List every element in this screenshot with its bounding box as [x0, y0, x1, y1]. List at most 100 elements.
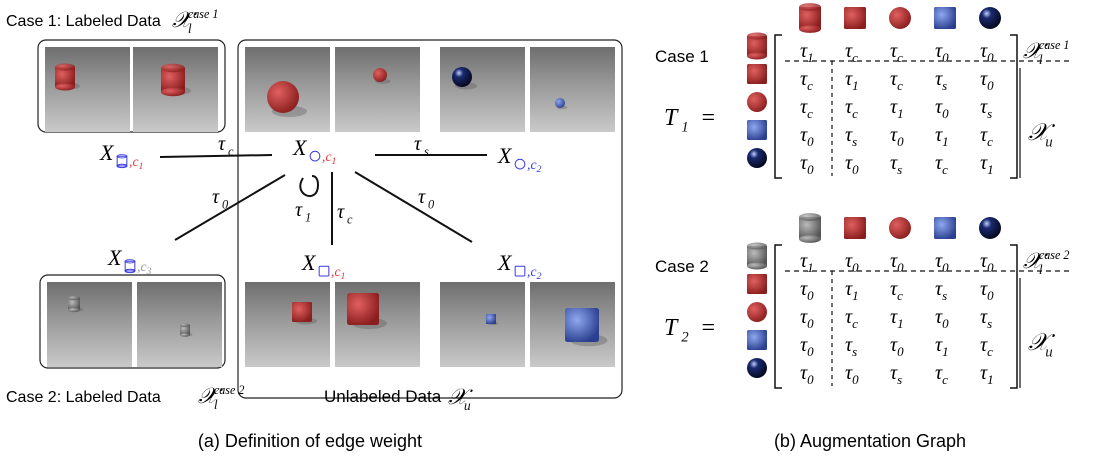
object	[515, 159, 525, 169]
math-sub: 1	[681, 120, 688, 136]
math-text: X	[497, 250, 513, 275]
math-text: τ	[414, 133, 422, 155]
subscript: 1	[852, 288, 859, 303]
subscript: 1	[897, 106, 904, 121]
matrix-entry: τc	[980, 124, 993, 149]
subscript: 1	[852, 78, 859, 93]
object	[747, 92, 767, 112]
math-text: X	[292, 135, 308, 160]
object	[747, 302, 767, 322]
math-text: X	[301, 250, 317, 275]
matrix-entry: τ1	[980, 362, 994, 387]
matrix-entry: τs	[980, 306, 992, 331]
subscript: 0	[942, 260, 949, 275]
object	[747, 243, 767, 250]
math-sub: 0	[428, 198, 435, 212]
object	[844, 217, 866, 239]
matrix-entry: τ1	[890, 306, 904, 331]
math-sub: ,c1	[129, 154, 143, 172]
matrix-entry: τ0	[800, 152, 814, 177]
matrix-entry: τs	[935, 68, 947, 93]
subscript: 0	[987, 288, 994, 303]
object	[267, 81, 299, 113]
symbol: τ	[414, 133, 422, 155]
caption: (a) Definition of edge weight	[198, 431, 422, 451]
unlabeled-label: Unlabeled Data	[324, 387, 442, 406]
matrix-entry: τs	[890, 362, 902, 387]
subscript: 0	[897, 260, 904, 275]
object	[55, 64, 75, 71]
matrix-entry: τ0	[800, 334, 814, 359]
object	[373, 68, 387, 82]
matrix-entry: τc	[800, 68, 813, 93]
matrix-entry: τ1	[890, 96, 904, 121]
matrix-entry: τ0	[935, 40, 949, 65]
subscript: ,c	[331, 264, 340, 279]
math-sub: l	[1039, 262, 1043, 277]
subscript: c	[897, 288, 903, 303]
math-sub: u	[464, 398, 471, 413]
subscript: 0	[852, 260, 859, 275]
matrix-entry: τ0	[980, 68, 994, 93]
subscript: u	[464, 398, 471, 413]
object	[799, 25, 821, 33]
subscript: l	[214, 397, 218, 412]
subscript: 0	[852, 162, 859, 177]
bracket	[1010, 245, 1017, 388]
object	[799, 235, 821, 243]
subscript-index: 1	[341, 271, 346, 282]
subscript-index: 1	[139, 161, 144, 172]
math-sub: l	[214, 397, 218, 412]
math-text: T	[664, 105, 679, 131]
object	[68, 308, 80, 312]
object	[747, 358, 767, 378]
matrix-entry: τc	[890, 68, 903, 93]
subscript: c	[347, 213, 353, 227]
subscript: ,c	[322, 149, 331, 164]
matrix-entry: τc	[935, 362, 948, 387]
object	[747, 120, 767, 140]
math-text: τ	[337, 201, 345, 223]
subscript: 0	[987, 260, 994, 275]
symbol: X	[99, 140, 115, 165]
object	[319, 266, 329, 276]
subscript: 0	[987, 50, 994, 65]
subscript: c	[807, 78, 813, 93]
math-sup: case 2	[214, 383, 245, 397]
caption: (b) Augmentation Graph	[774, 431, 966, 451]
case1-label: Case 1: Labeled Data	[6, 13, 161, 30]
subscript: 0	[807, 162, 814, 177]
subscript: l	[1039, 52, 1043, 67]
subscript: 0	[428, 198, 435, 212]
subscript: u	[1045, 345, 1052, 361]
object	[799, 3, 821, 11]
symbol: T	[664, 315, 679, 341]
object	[486, 314, 496, 324]
edges	[160, 155, 487, 245]
math-sub: u	[1045, 135, 1052, 151]
subscript: c	[228, 145, 234, 159]
matrix-entry: τc	[800, 96, 813, 121]
matrix-entry: τs	[845, 124, 857, 149]
subscript: s	[852, 134, 857, 149]
subscript: s	[852, 344, 857, 359]
object	[889, 217, 911, 239]
object	[844, 7, 866, 29]
object	[747, 148, 767, 168]
subscript: 0	[807, 288, 814, 303]
math-sub: 0	[222, 198, 229, 212]
matrix-entry: τs	[845, 334, 857, 359]
symbol: X	[497, 250, 513, 275]
matrix-entry: τ0	[800, 362, 814, 387]
object	[515, 266, 525, 276]
math-sup: case 1	[188, 7, 219, 21]
symbol: T	[664, 105, 679, 131]
matrix-entry: τ1	[845, 68, 859, 93]
matrix-entry: τ0	[980, 40, 994, 65]
subscript: 1	[305, 211, 311, 225]
render-image	[530, 47, 615, 132]
object	[55, 84, 75, 91]
object	[747, 33, 767, 40]
equals: =	[700, 315, 716, 341]
subscript: c	[852, 50, 858, 65]
